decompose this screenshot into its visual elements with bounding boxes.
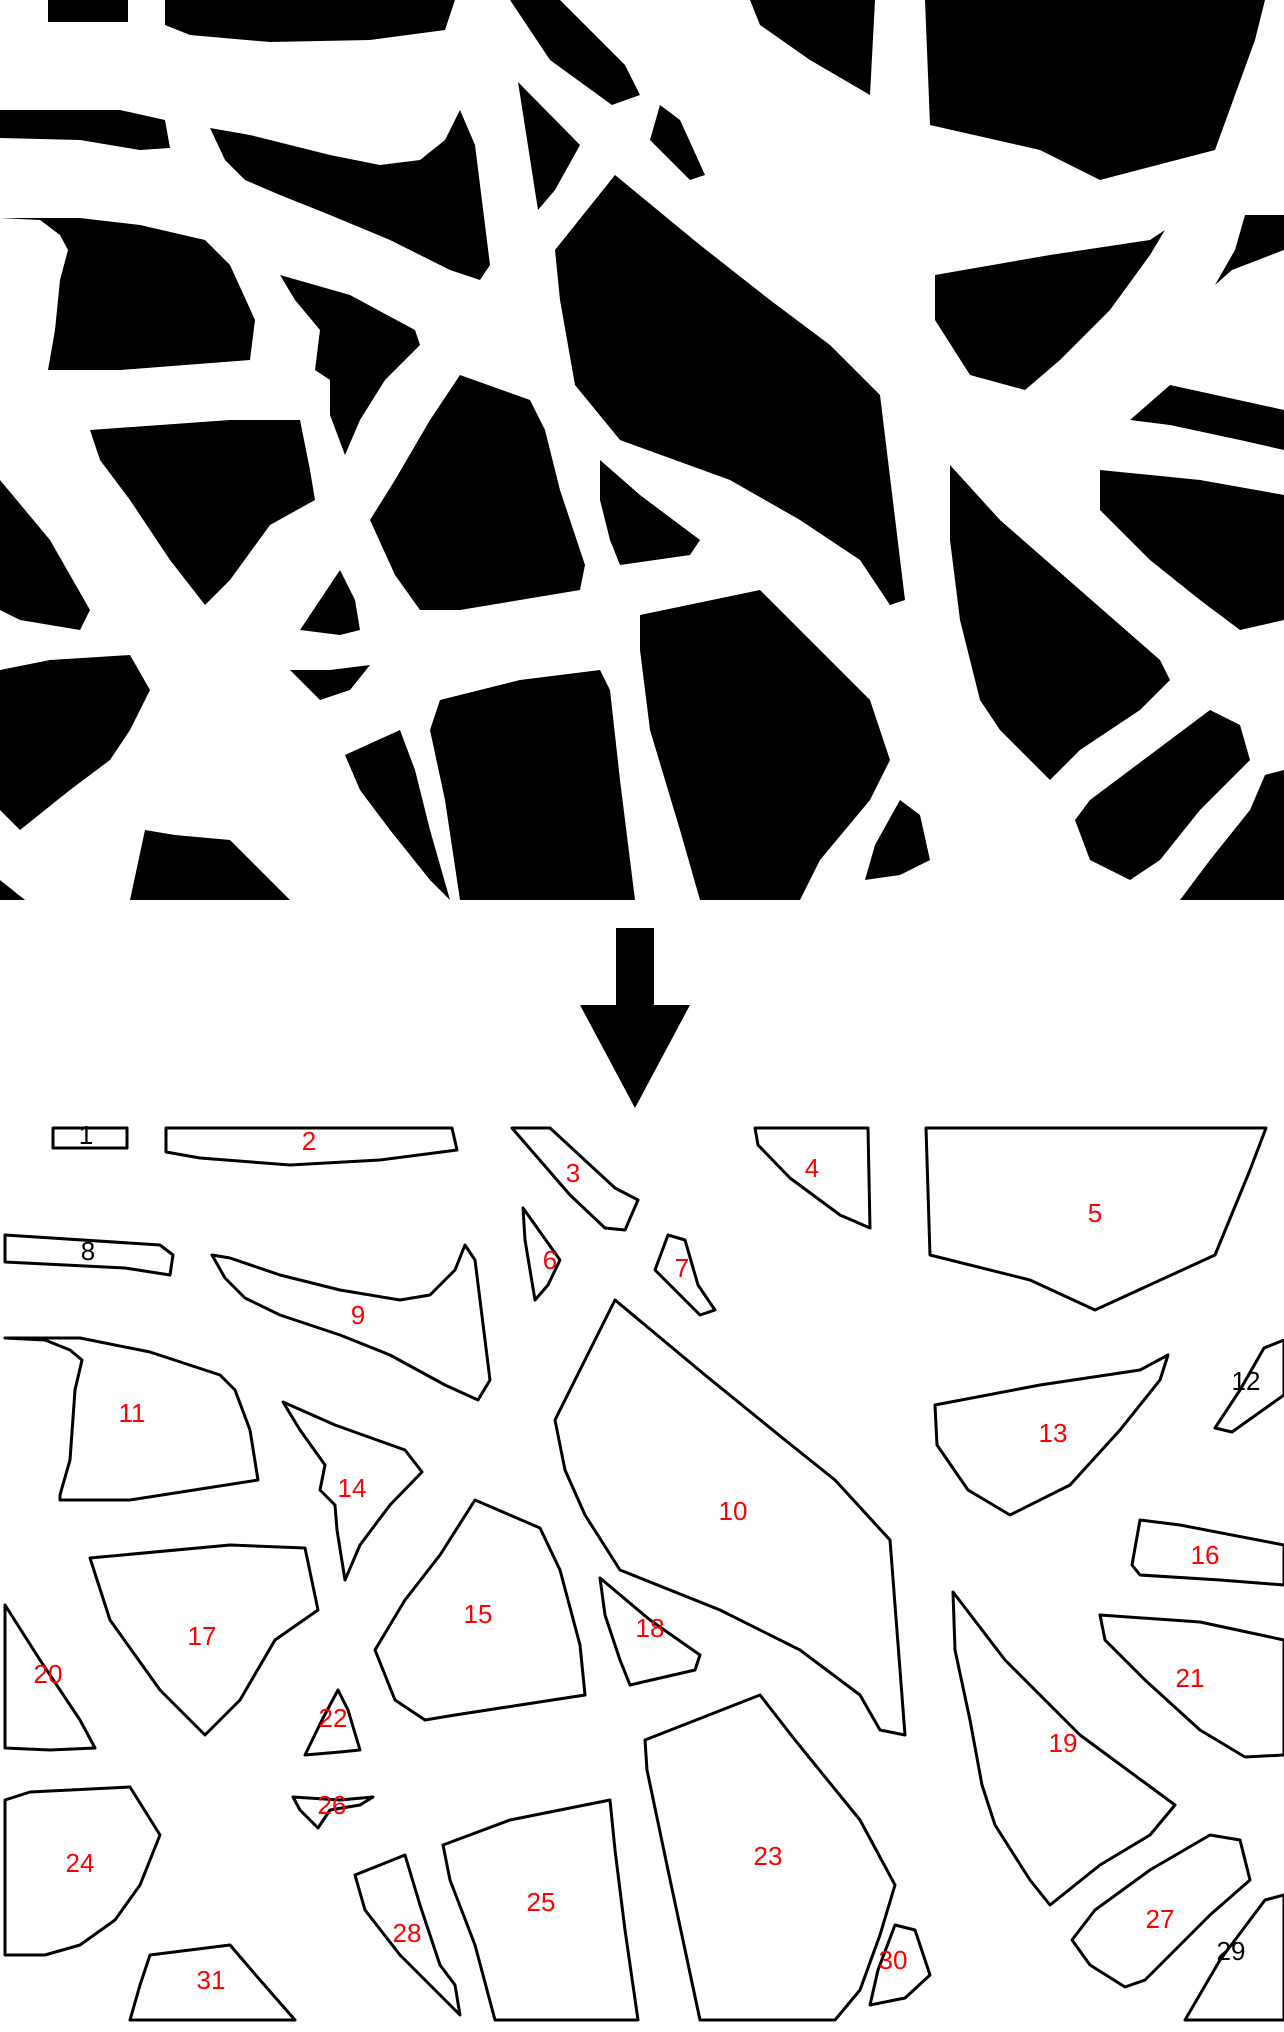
blob bbox=[935, 230, 1165, 390]
blob bbox=[1215, 215, 1284, 285]
region-outline bbox=[373, 1498, 587, 1722]
region-label-19: 19 bbox=[1049, 1728, 1078, 1758]
region-outline bbox=[3, 1233, 175, 1277]
blob bbox=[130, 830, 290, 900]
region-label-6: 6 bbox=[543, 1245, 557, 1275]
region-label-8: 8 bbox=[81, 1236, 95, 1266]
region-outline bbox=[281, 1400, 424, 1582]
region-outline bbox=[1098, 1613, 1284, 1759]
region-label-27: 27 bbox=[1146, 1904, 1175, 1934]
region-outline bbox=[128, 1943, 297, 2022]
blob bbox=[0, 655, 150, 830]
blob bbox=[48, 0, 128, 22]
region-outline bbox=[951, 1590, 1177, 1907]
region-label-21: 21 bbox=[1176, 1663, 1205, 1693]
blob bbox=[90, 420, 315, 605]
arrow-down-icon bbox=[580, 928, 690, 1108]
blob bbox=[1130, 385, 1284, 450]
labeled-regions-panel bbox=[3, 1126, 1284, 2022]
region-outline bbox=[510, 1126, 640, 1232]
blob bbox=[345, 730, 450, 900]
region-outline bbox=[441, 1798, 640, 2022]
blob bbox=[370, 375, 585, 610]
blob bbox=[1075, 710, 1250, 880]
region-label-29: 29 bbox=[1217, 1936, 1246, 1966]
region-outline bbox=[643, 1693, 897, 2022]
blob bbox=[280, 275, 420, 455]
region-label-24: 24 bbox=[66, 1848, 95, 1878]
blob bbox=[555, 175, 905, 605]
region-label-30: 30 bbox=[879, 1945, 908, 1975]
region-outline bbox=[521, 1206, 562, 1302]
region-label-25: 25 bbox=[527, 1887, 556, 1917]
blob bbox=[600, 460, 700, 565]
region-label-16: 16 bbox=[1191, 1540, 1220, 1570]
blob bbox=[300, 570, 360, 635]
region-outline bbox=[753, 1126, 872, 1230]
blob bbox=[925, 0, 1265, 180]
region-outline bbox=[653, 1233, 717, 1317]
region-label-18: 18 bbox=[636, 1613, 665, 1643]
region-outline bbox=[933, 1353, 1170, 1517]
region-outline bbox=[210, 1243, 492, 1402]
blob bbox=[0, 110, 170, 150]
region-outline bbox=[553, 1298, 907, 1737]
blob bbox=[950, 465, 1170, 780]
region-label-15: 15 bbox=[464, 1599, 493, 1629]
region-label-28: 28 bbox=[393, 1918, 422, 1948]
binary-blob-panel bbox=[0, 0, 1284, 900]
region-label-9: 9 bbox=[351, 1300, 365, 1330]
blob bbox=[210, 110, 490, 280]
blob bbox=[0, 218, 255, 370]
blob bbox=[1100, 470, 1284, 630]
region-outline bbox=[1183, 1893, 1284, 2022]
blob bbox=[290, 665, 370, 700]
blob bbox=[0, 480, 90, 630]
blob bbox=[650, 105, 705, 180]
region-outline bbox=[3, 1785, 162, 1957]
region-outline bbox=[353, 1853, 462, 2017]
region-label-23: 23 bbox=[754, 1841, 783, 1871]
region-outline bbox=[51, 1126, 129, 1150]
region-outline bbox=[924, 1126, 1268, 1312]
blob bbox=[1180, 770, 1284, 900]
region-label-3: 3 bbox=[566, 1158, 580, 1188]
region-label-5: 5 bbox=[1088, 1198, 1102, 1228]
region-label-14: 14 bbox=[338, 1473, 367, 1503]
region-label-31: 31 bbox=[197, 1965, 226, 1995]
region-label-4: 4 bbox=[805, 1153, 819, 1183]
region-label-7: 7 bbox=[675, 1253, 689, 1283]
blob bbox=[430, 670, 635, 900]
region-label-2: 2 bbox=[302, 1126, 316, 1156]
region-label-11: 11 bbox=[119, 1398, 146, 1428]
region-outline bbox=[3, 1603, 97, 1752]
region-label-10: 10 bbox=[719, 1496, 748, 1526]
region-outline bbox=[868, 1923, 932, 2007]
region-outline bbox=[1130, 1518, 1284, 1587]
region-label-17: 17 bbox=[188, 1621, 217, 1651]
region-outline bbox=[598, 1576, 702, 1687]
region-outline bbox=[1213, 1338, 1284, 1434]
region-label-13: 13 bbox=[1039, 1418, 1068, 1448]
blob bbox=[0, 880, 25, 900]
region-outline bbox=[164, 1126, 459, 1167]
region-outline bbox=[88, 1543, 320, 1737]
blob bbox=[865, 800, 930, 880]
region-outline bbox=[3, 1336, 260, 1502]
blob bbox=[510, 0, 640, 105]
region-outline bbox=[303, 1688, 362, 1757]
region-label-1: 1 bbox=[79, 1120, 93, 1150]
region-label-20: 20 bbox=[34, 1659, 63, 1689]
region-label-22: 22 bbox=[319, 1703, 348, 1733]
region-outline bbox=[1070, 1833, 1252, 1989]
blob bbox=[640, 590, 890, 900]
region-outline bbox=[291, 1795, 375, 1830]
blob bbox=[165, 0, 455, 42]
region-label-12: 12 bbox=[1232, 1366, 1261, 1396]
region-label-26: 26 bbox=[318, 1790, 347, 1820]
blob bbox=[518, 82, 580, 210]
blob bbox=[750, 0, 875, 95]
